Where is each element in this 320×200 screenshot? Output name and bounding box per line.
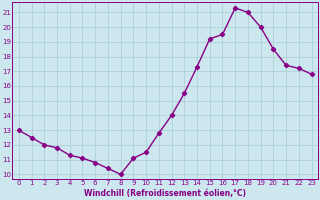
X-axis label: Windchill (Refroidissement éolien,°C): Windchill (Refroidissement éolien,°C) bbox=[84, 189, 246, 198]
